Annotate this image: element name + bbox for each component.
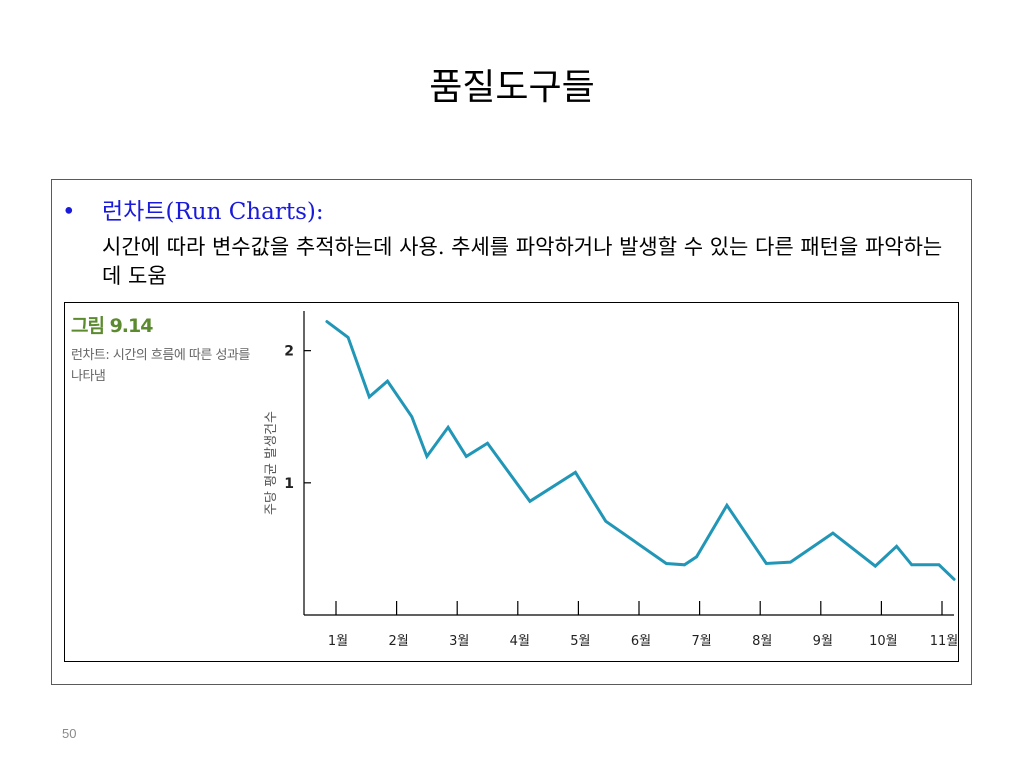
y-tick-label: 1	[284, 476, 294, 492]
run-chart-series-line	[325, 320, 956, 581]
content-box: • 런차트(Run Charts): 시간에 따라 변수값을 추적하는데 사용. …	[51, 179, 972, 685]
bullet-dot-icon: •	[62, 199, 76, 225]
y-tick-label: 2	[284, 344, 294, 360]
page-number: 50	[62, 726, 77, 741]
x-tick-label: 6월	[631, 634, 651, 649]
run-chart: 1 2 주당 평균 발생건수 1월 2월 3월 4월 5월 6월 7월 8월 9월 10월 11월	[264, 311, 958, 649]
x-tick-label: 9월	[813, 634, 833, 649]
figure-label: 그림 9.14	[71, 315, 153, 337]
slide-title: 품질도구들	[429, 67, 595, 108]
figure-panel: 그림 9.14 런차트: 시간의 흐름에 따른 성과를 나타냄 1 2 주당 평균 …	[64, 302, 959, 662]
x-tick-label: 8월	[752, 634, 772, 649]
x-tick-label: 5월	[570, 634, 590, 649]
figure-caption: 런차트: 시간의 흐름에 따른 성과를 나타냄	[71, 348, 250, 384]
bullet-heading-line: • 런차트(Run Charts):	[62, 192, 324, 226]
x-tick-label: 4월	[510, 634, 530, 649]
x-tick-label: 3월	[449, 634, 469, 649]
y-axis-label: 주당 평균 발생건수	[264, 411, 279, 515]
x-tick-label: 11월	[930, 634, 958, 649]
x-tick-label: 10월	[869, 634, 898, 649]
x-tick-label: 2월	[388, 634, 408, 649]
bullet-heading: 런차트(Run Charts):	[102, 199, 324, 225]
x-tick-label: 7월	[691, 634, 711, 649]
bullet-description: 시간에 따라 변수값을 추적하는데 사용. 추세를 파악하거나 발생할 수 있는…	[102, 235, 943, 288]
x-tick-label: 1월	[328, 634, 348, 649]
